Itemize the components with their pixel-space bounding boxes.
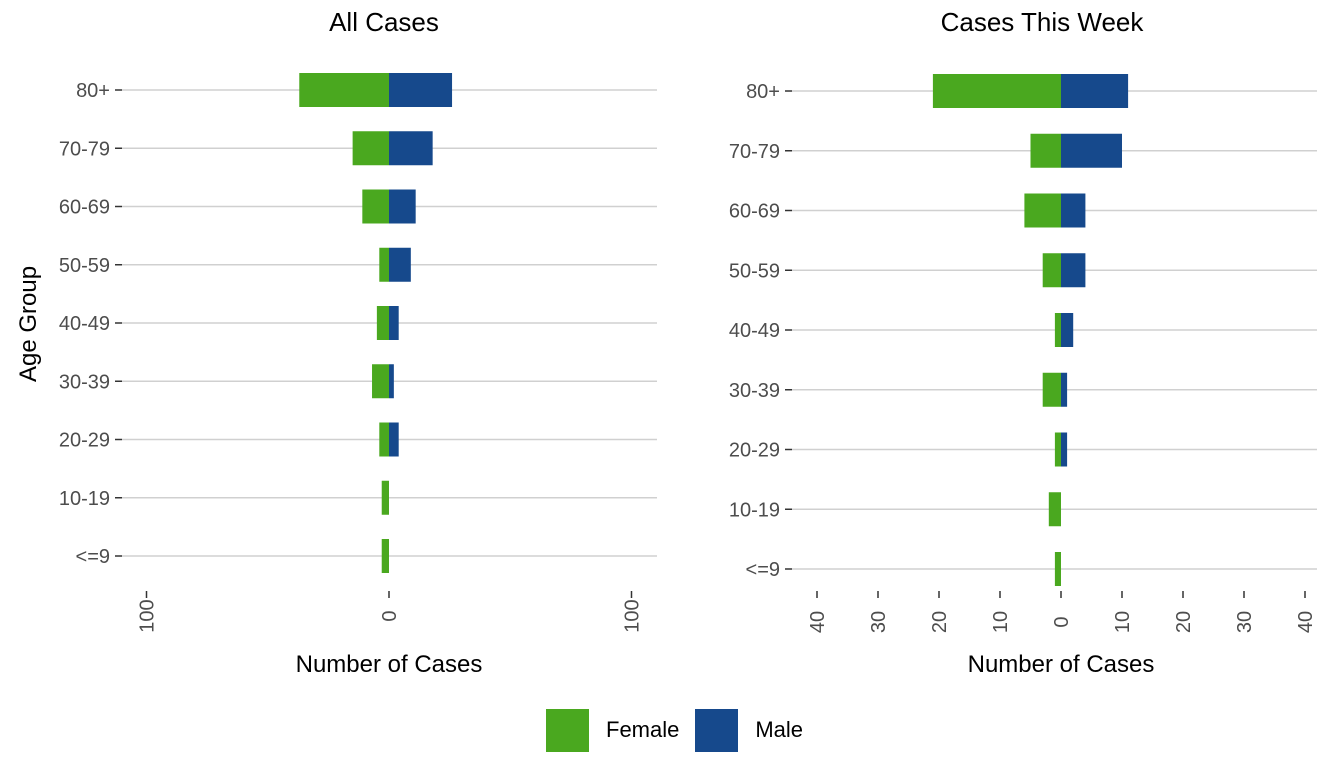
p2-bar-male	[1061, 133, 1122, 168]
p2-xtick-label: 40	[807, 611, 829, 633]
p2-bar-female	[1048, 492, 1061, 527]
p2-xtick-label: 20	[1173, 611, 1195, 633]
p2-ytick-label: 30-39	[729, 380, 780, 402]
p2-ytick-label: 50-59	[729, 260, 780, 282]
p1-ytick-label: 10-19	[59, 488, 110, 510]
p1-ytick-label: 60-69	[59, 197, 110, 219]
legend: Female Male	[546, 708, 819, 752]
p2-ytick-label: 70-79	[729, 141, 780, 163]
p1-ytick-label: 50-59	[59, 255, 110, 277]
legend-item-male: Male	[695, 708, 804, 752]
p1-ytick-label: 40-49	[59, 313, 110, 335]
p2-bar-male	[1061, 432, 1068, 467]
p2-title: Cases This Week	[941, 7, 1145, 37]
p2-xtick-label: 40	[1295, 611, 1317, 633]
legend-label-male: Male	[755, 717, 804, 742]
p1-ytick-label: 80+	[76, 80, 110, 102]
legend-label-female: Female	[606, 717, 680, 742]
p2-bar-female	[1042, 253, 1061, 288]
p2-bar-female	[1042, 372, 1061, 407]
p2-ytick-label: 60-69	[729, 201, 780, 223]
legend-item-female: Female	[546, 708, 680, 752]
p2-bar-male	[1061, 313, 1074, 347]
p1-bar-male	[389, 131, 433, 166]
p1-bar-female	[381, 539, 389, 573]
p2-xtick-label: 30	[1234, 611, 1256, 633]
p2-xlabel: Number of Cases	[968, 651, 1155, 678]
p2-ytick-label: <=9	[746, 559, 780, 581]
p1-ytick-label: <=9	[76, 546, 110, 568]
p2-bar-female	[1054, 432, 1061, 467]
p2-bar-male	[1061, 74, 1129, 108]
p2-ytick-label: 20-29	[729, 440, 780, 462]
p1-bar-male	[389, 422, 399, 457]
p1-title: All Cases	[329, 7, 439, 37]
p2-bar-male	[1061, 253, 1086, 288]
p2-bar-female	[1024, 193, 1061, 228]
p1-xtick-label: 100	[137, 599, 159, 632]
p1-xtick-label: 100	[622, 599, 644, 632]
p2-ytick-label: 80+	[746, 81, 780, 103]
p2-bar-male	[1061, 193, 1086, 228]
p1-bar-female	[379, 247, 389, 282]
p2-ytick-label: 40-49	[729, 320, 780, 342]
p2-xtick-label: 20	[929, 611, 951, 633]
p2-xtick-label: 30	[868, 611, 890, 633]
p1-bar-female	[376, 306, 389, 340]
p1-bar-male	[389, 73, 453, 107]
p2-xtick-label: 10	[1112, 611, 1134, 633]
p1-bar-male	[389, 364, 394, 399]
legend-swatch-male	[695, 708, 739, 752]
p2-xtick-label: 10	[990, 611, 1012, 633]
p2-bar-male	[1061, 372, 1068, 407]
p2-bar-female	[932, 74, 1061, 108]
p1-bar-female	[381, 480, 389, 515]
p1-ytick-label: 30-39	[59, 371, 110, 393]
p1-bar-male	[389, 189, 416, 224]
p2-bar-female	[1054, 313, 1061, 347]
p1-bar-female	[299, 73, 389, 107]
p1-ytick-label: 20-29	[59, 430, 110, 452]
legend-swatch-female	[546, 708, 589, 752]
p1-bar-female	[352, 131, 389, 166]
p1-bar-female	[379, 422, 389, 457]
p2-bar-female	[1030, 133, 1061, 168]
p1-xtick-label: 0	[379, 610, 401, 621]
p1-xlabel: Number of Cases	[296, 651, 483, 678]
p1-ytick-label: 70-79	[59, 138, 110, 160]
p2-xtick-label: 0	[1051, 616, 1073, 627]
p1-bar-male	[389, 306, 399, 340]
p2-bar-female	[1054, 552, 1061, 586]
p1-bar-female	[372, 364, 389, 399]
p1-bar-male	[389, 247, 411, 282]
p1-bar-female	[362, 189, 389, 224]
p1-ylabel: Age Group	[15, 266, 42, 382]
p2-ytick-label: 10-19	[729, 499, 780, 521]
